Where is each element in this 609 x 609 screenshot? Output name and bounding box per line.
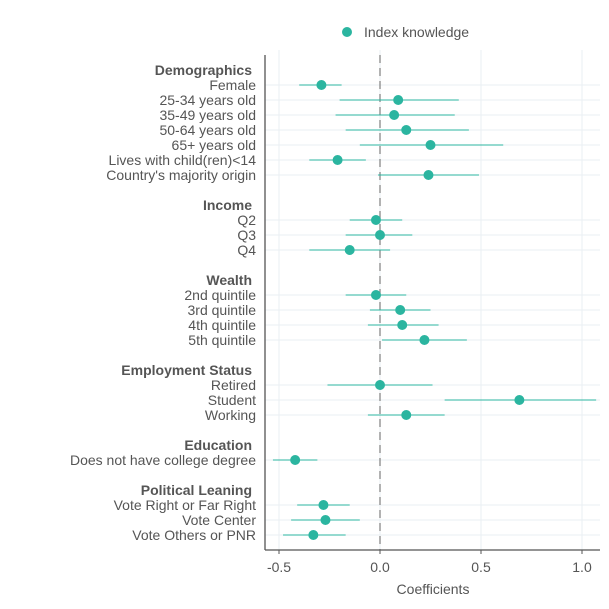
row-label: 3rd quintile: [188, 302, 257, 318]
x-tick-label: -0.5: [267, 559, 291, 575]
row-label: Vote Others or PNR: [132, 527, 256, 543]
row-label: Q2: [237, 212, 256, 228]
point-estimate: [514, 395, 525, 405]
group-label: Demographics: [155, 62, 252, 78]
row-label: 65+ years old: [172, 137, 256, 153]
row-label: 25-34 years old: [159, 92, 256, 108]
point-estimate: [316, 80, 327, 90]
point-estimate: [375, 380, 385, 390]
x-tick-label: 0.0: [370, 559, 390, 575]
point-estimate: [318, 500, 329, 510]
row-label: Vote Center: [182, 512, 256, 528]
row-label: 2nd quintile: [184, 287, 256, 303]
row-label: 4th quintile: [188, 317, 256, 333]
point-estimate: [320, 515, 331, 525]
row-label: Retired: [211, 377, 256, 393]
grid-layer: [265, 50, 600, 550]
x-tick-label: 1.0: [572, 559, 592, 575]
point-estimate: [395, 305, 406, 315]
row-label: Q3: [237, 227, 256, 243]
row-label: 35-49 years old: [159, 107, 256, 123]
row-label: Vote Right or Far Right: [114, 497, 257, 513]
x-axis-title: Coefficients: [397, 581, 470, 597]
point-estimate: [344, 245, 355, 255]
row-label: Q4: [237, 242, 256, 258]
point-estimate: [370, 215, 381, 225]
group-label: Political Leaning: [141, 482, 252, 498]
point-estimate: [393, 95, 404, 105]
group-label: Income: [203, 197, 252, 213]
legend-label: Index knowledge: [364, 24, 469, 40]
point-estimate: [389, 110, 400, 120]
axis-layer: -0.5 0.0 0.5 1.0: [264, 55, 600, 575]
point-estimate: [419, 335, 430, 345]
point-estimate: [332, 155, 343, 165]
row-label: Does not have college degree: [70, 452, 256, 468]
row-label: 5th quintile: [188, 332, 256, 348]
point-estimate: [375, 230, 385, 240]
point-estimate: [290, 455, 301, 465]
legend-marker: [342, 27, 352, 37]
group-label: Employment Status: [121, 362, 252, 378]
row-label: 50-64 years old: [159, 122, 256, 138]
point-estimate: [370, 290, 381, 300]
point-estimate: [401, 125, 412, 135]
row-label: Working: [205, 407, 256, 423]
row-label: Lives with child(ren)<14: [109, 152, 257, 168]
point-estimate: [397, 320, 408, 330]
x-tick-label: 0.5: [471, 559, 491, 575]
mark-layer: [272, 80, 597, 540]
group-label: Education: [184, 437, 252, 453]
point-estimate: [401, 410, 412, 420]
point-estimate: [423, 170, 434, 180]
point-estimate: [425, 140, 436, 150]
legend: Index knowledge: [342, 24, 469, 40]
row-label: Female: [209, 77, 256, 93]
group-label: Wealth: [206, 272, 252, 288]
row-label: Country's majority origin: [106, 167, 256, 183]
point-estimate: [308, 530, 319, 540]
row-label: Student: [208, 392, 256, 408]
